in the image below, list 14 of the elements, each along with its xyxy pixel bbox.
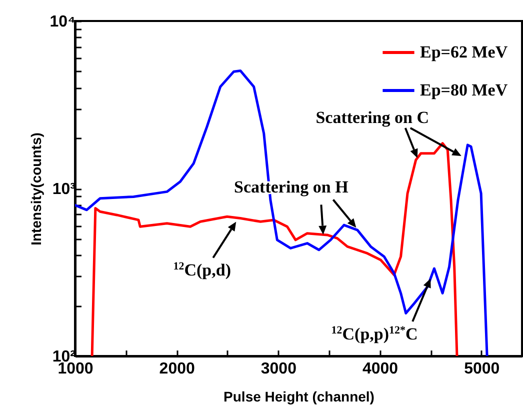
x-tick-label: 5000: [464, 360, 500, 378]
y-tick-label: 10⁴: [50, 14, 76, 30]
y-axis-title: Intensity(counts): [28, 132, 44, 246]
x-tick-label: 3000: [260, 360, 297, 378]
y-tick-label: 10³: [52, 181, 76, 198]
annotation: Scattering on C: [316, 108, 430, 128]
x-tick-label: 4000: [362, 360, 398, 378]
annotation: $^{12}$C(p,p)$^{12*}$C: [331, 324, 418, 344]
annotation: $^{12}$C(p,d): [173, 260, 232, 280]
legend-label: Ep=80 MeV: [420, 80, 508, 100]
legend-label: Ep=62 MeV: [420, 42, 508, 62]
x-tick-label: 2000: [159, 360, 195, 378]
x-axis-title: Pulse Height (channel): [224, 388, 374, 404]
line-series: [90, 142, 458, 356]
